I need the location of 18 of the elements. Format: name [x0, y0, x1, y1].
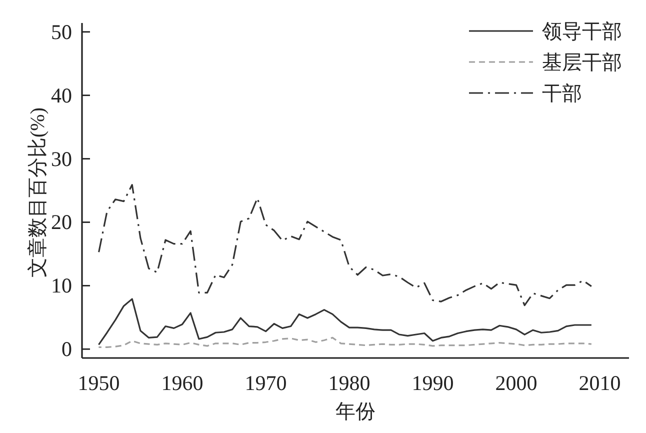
- y-axis-title: 文章数目百分比(%): [27, 108, 49, 278]
- legend-label: 基层干部: [542, 52, 622, 74]
- y-tick-label: 0: [62, 337, 72, 362]
- x-tick-label: 2010: [578, 371, 621, 395]
- x-tick-label: 1990: [412, 371, 454, 395]
- legend-label: 领导干部: [542, 21, 622, 43]
- x-tick-label: 2000: [495, 371, 538, 395]
- x-tick-label: 1980: [328, 371, 370, 395]
- x-tick-label: 1960: [161, 371, 204, 395]
- x-tick-label: 1950: [78, 371, 120, 395]
- y-tick-label: 20: [51, 210, 72, 234]
- y-tick-label: 30: [51, 146, 72, 171]
- y-tick-label: 40: [51, 83, 72, 108]
- y-tick-label: 10: [51, 274, 72, 298]
- x-tick-label: 1970: [244, 371, 287, 395]
- x-axis-title: 年份: [336, 401, 376, 423]
- legend-label: 干部: [542, 83, 582, 105]
- y-tick-label: 50: [51, 20, 72, 44]
